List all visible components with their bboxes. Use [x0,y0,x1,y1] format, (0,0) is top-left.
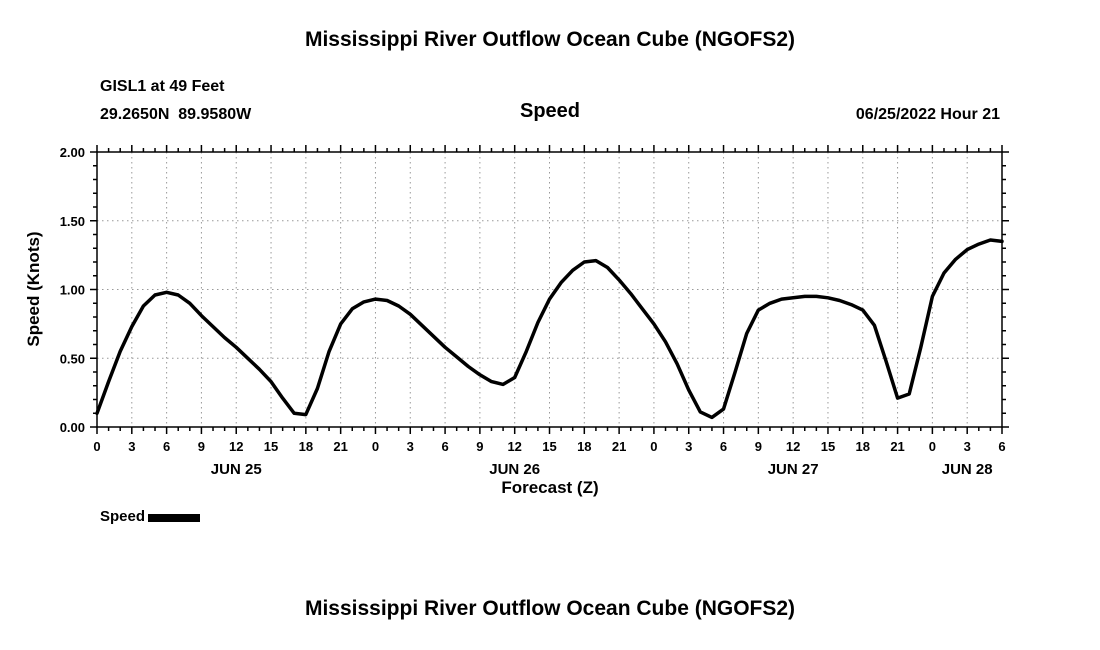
svg-text:JUN 25: JUN 25 [211,461,262,478]
svg-text:18: 18 [577,439,591,454]
svg-text:3: 3 [128,439,135,454]
legend-label: Speed [100,508,146,525]
svg-text:18: 18 [299,439,313,454]
svg-text:3: 3 [685,439,692,454]
legend-line-swatch [148,513,201,522]
svg-text:0.00: 0.00 [60,420,85,435]
svg-text:18: 18 [856,439,870,454]
svg-text:12: 12 [507,439,521,454]
svg-text:15: 15 [821,439,835,454]
svg-text:12: 12 [786,439,800,454]
panel-label: Speed [519,100,581,122]
svg-text:JUN 27: JUN 27 [768,461,819,478]
svg-text:JUN 28: JUN 28 [942,461,993,478]
bottom-chart-title: Mississippi River Outflow Ocean Cube (NG… [304,597,796,620]
svg-text:6: 6 [163,439,170,454]
svg-text:15: 15 [542,439,556,454]
chart-title: Mississippi River Outflow Ocean Cube (NG… [304,28,796,51]
svg-text:9: 9 [755,439,762,454]
svg-text:15: 15 [264,439,278,454]
svg-text:2.00: 2.00 [60,145,85,160]
svg-text:0.50: 0.50 [60,351,85,366]
svg-text:0: 0 [372,439,379,454]
svg-text:9: 9 [198,439,205,454]
datetime-label: 06/25/2022 Hour 21 [855,106,1000,123]
legend: Speed [100,508,201,525]
svg-text:6: 6 [441,439,448,454]
svg-text:9: 9 [476,439,483,454]
svg-text:1.50: 1.50 [60,214,85,229]
station-label: GISL1 at 49 Feet [100,78,225,95]
svg-text:0: 0 [93,439,100,454]
svg-text:6: 6 [998,439,1005,454]
svg-text:6: 6 [720,439,727,454]
svg-text:1.00: 1.00 [60,283,85,298]
svg-text:21: 21 [333,439,347,454]
svg-text:21: 21 [890,439,904,454]
svg-text:0: 0 [650,439,657,454]
x-axis-label: Forecast (Z) [501,478,599,497]
coordinates-label: 29.2650N 89.9580W [100,106,252,123]
svg-text:3: 3 [407,439,414,454]
svg-text:0: 0 [929,439,936,454]
svg-text:12: 12 [229,439,243,454]
svg-text:3: 3 [964,439,971,454]
svg-text:21: 21 [612,439,626,454]
svg-text:JUN 26: JUN 26 [489,461,540,478]
